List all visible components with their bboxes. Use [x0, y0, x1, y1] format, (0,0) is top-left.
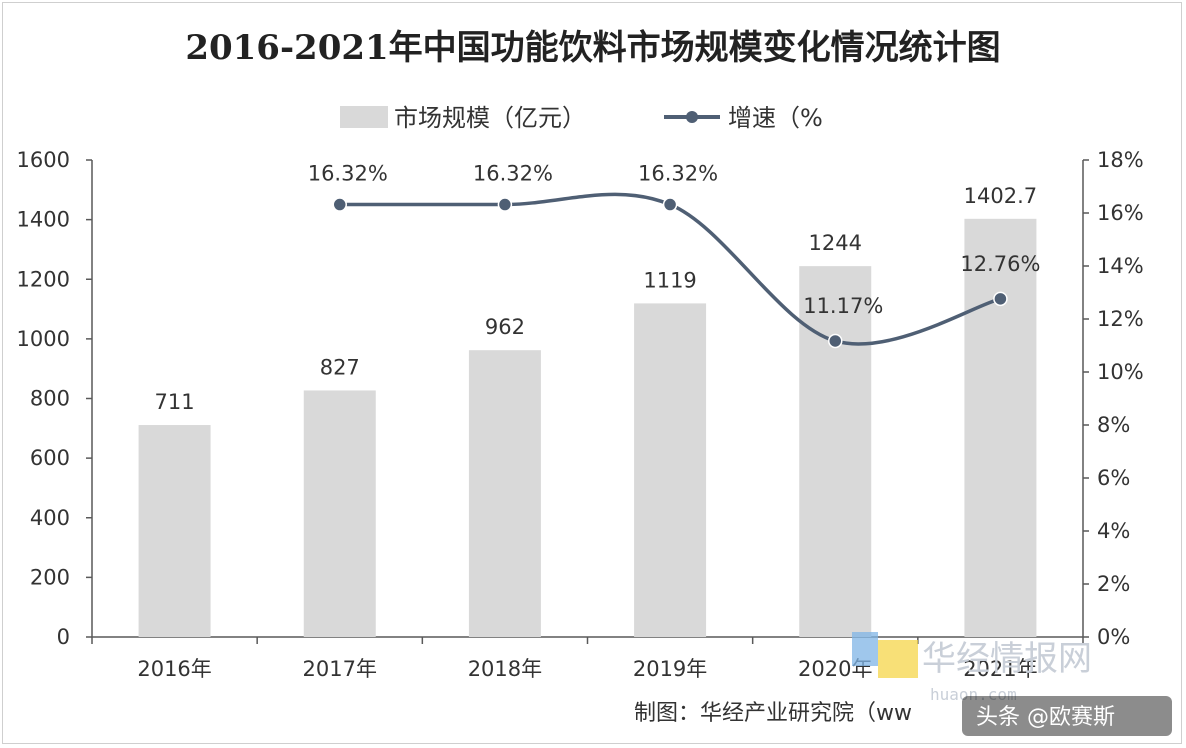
legend-line-label: 增速（%	[728, 104, 823, 132]
line-data-labels: 16.32% 16.32% 16.32% 11.17% 12.76%	[308, 162, 1041, 318]
bar-value-label: 962	[485, 315, 525, 339]
growth-value-label: 16.32%	[473, 162, 553, 186]
left-tick-label: 400	[30, 506, 70, 530]
growth-value-label: 16.32%	[638, 162, 718, 186]
watermark-logo-blue	[852, 632, 878, 666]
legend-bar-swatch	[340, 106, 388, 128]
bar	[303, 390, 376, 637]
credit-overlay: 头条 @欧赛斯	[962, 696, 1172, 736]
right-tick-label: 2%	[1097, 572, 1130, 596]
category-label: 2016年	[137, 657, 211, 681]
left-tick-label: 1600	[17, 148, 70, 172]
right-tick-label: 6%	[1097, 466, 1130, 490]
bar-value-label: 1119	[643, 268, 696, 292]
left-tick-label: 800	[30, 387, 70, 411]
bar-value-label: 1402.7	[964, 184, 1037, 208]
bar	[799, 266, 872, 637]
right-axis-ticks: 0% 2% 4% 6% 8% 10% 12% 14% 16% 18%	[1083, 148, 1144, 649]
watermark-url: huaon.com	[930, 685, 1017, 704]
right-tick-label: 0%	[1097, 625, 1130, 649]
legend-bar-label: 市场规模（亿元）	[394, 104, 586, 132]
chart-title: 2016-2021年中国功能饮料市场规模变化情况统计图	[185, 28, 1001, 68]
growth-point	[993, 291, 1008, 307]
bar-series	[138, 218, 1037, 637]
category-axis-ticks: 2016年 2017年 2018年 2019年 2020年 2021年	[91, 637, 1084, 681]
growth-point	[497, 197, 513, 212]
source-note: 制图：华经产业研究院（ww	[634, 701, 912, 726]
left-tick-label: 1200	[17, 267, 70, 291]
growth-point	[828, 333, 843, 349]
left-tick-label: 1400	[17, 208, 70, 232]
category-label: 2019年	[633, 657, 707, 681]
right-tick-label: 16%	[1097, 201, 1144, 225]
left-tick-label: 200	[30, 565, 70, 589]
legend-line-marker	[686, 111, 698, 123]
bar-value-label: 827	[320, 355, 360, 379]
right-tick-label: 18%	[1097, 148, 1144, 172]
growth-value-label: 11.17%	[803, 294, 883, 318]
watermark: 华经情报网 huaon.com	[852, 632, 1092, 704]
watermark-name: 华经情报网	[922, 639, 1092, 679]
legend: 市场规模（亿元） 增速（%	[340, 104, 823, 132]
bar-data-labels: 711 827 962 1119 1244 1402.7	[155, 184, 1038, 414]
bar-value-label: 711	[155, 390, 195, 414]
category-label: 2017年	[303, 657, 377, 681]
left-tick-label: 600	[30, 446, 70, 470]
growth-point	[662, 197, 678, 212]
left-tick-label: 1000	[17, 327, 70, 351]
category-label: 2021年	[963, 657, 1037, 681]
left-axis-ticks: 0 200 400 600 800 1000 1200 1400 1600	[17, 148, 92, 649]
right-tick-label: 4%	[1097, 519, 1130, 543]
right-tick-label: 12%	[1097, 307, 1144, 331]
right-tick-label: 14%	[1097, 254, 1144, 278]
bar	[634, 303, 707, 637]
growth-point	[332, 197, 347, 212]
line-series	[332, 192, 1008, 349]
bar	[468, 350, 541, 637]
category-label: 2018年	[468, 657, 542, 681]
watermark-logo-yellow	[878, 640, 918, 678]
growth-value-label: 12.76%	[960, 252, 1040, 276]
credit-background	[962, 696, 1172, 736]
growth-value-label: 16.32%	[308, 162, 388, 186]
credit-label: 头条 @欧赛斯	[976, 705, 1115, 730]
bar-value-label: 1244	[809, 231, 862, 255]
bar	[964, 218, 1037, 637]
left-tick-label: 0	[57, 625, 70, 649]
right-tick-label: 10%	[1097, 360, 1144, 384]
right-tick-label: 8%	[1097, 413, 1130, 437]
bar	[138, 425, 211, 637]
